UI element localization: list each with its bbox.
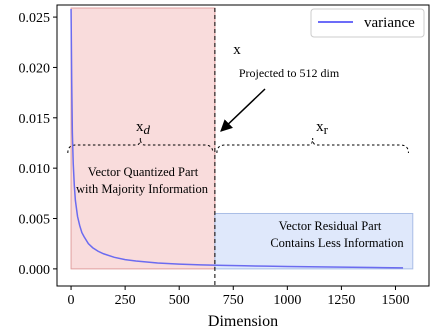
- x-tick-label: 1250: [327, 293, 355, 308]
- region-residual-label-line1: Vector Residual Part: [279, 219, 382, 233]
- y-axis-ticks: 0.000 0.005 0.010 0.015 0.020 0.025: [19, 11, 57, 278]
- legend-box: [310, 8, 425, 38]
- annotation-arrow: [220, 88, 266, 132]
- x-tick-label: 500: [169, 293, 190, 308]
- region-quantized-label-line1: Vector Quantized Part: [88, 165, 199, 179]
- y-tick-label: 0.005: [19, 213, 51, 228]
- y-tick-label: 0.010: [19, 162, 51, 177]
- region-quantized: [70, 7, 216, 270]
- y-tick-label: 0.015: [19, 112, 51, 127]
- annotation-xd: xd: [136, 119, 151, 137]
- annotation-xr-sub: r: [324, 122, 329, 137]
- annotation-layer: x Projected to 512 dim xd xr Vector Quan…: [76, 42, 404, 250]
- region-quantized-label-line2: with Majority Information: [76, 182, 209, 196]
- x-axis-ticks: 0 250 500 750 1000 1250 1500: [68, 286, 409, 308]
- annotation-xd-base: x: [136, 119, 144, 135]
- x-tick-label: 250: [115, 293, 136, 308]
- series-line-variance: [70, 9, 404, 269]
- region-residual-label-line2: Contains Less Information: [270, 236, 404, 250]
- region-residual: [214, 212, 414, 270]
- y-tick-label: 0.025: [19, 11, 51, 26]
- annotation-xr-base: x: [316, 119, 324, 135]
- annotation-x: x: [233, 42, 241, 58]
- plot-frame: [56, 4, 430, 287]
- x-axis-label: Dimension: [208, 313, 278, 330]
- y-tick-label: 0.020: [19, 61, 51, 76]
- regions-layer: [70, 7, 414, 270]
- legend: variance: [310, 8, 425, 38]
- annotation-xd-sub: d: [144, 122, 151, 137]
- brace-xr: [216, 137, 409, 154]
- legend-label-variance: variance: [364, 15, 415, 31]
- x-tick-label: 750: [223, 293, 244, 308]
- x-tick-label: 1000: [273, 293, 301, 308]
- annotation-xr: xr: [316, 119, 329, 137]
- series-layer: [70, 9, 404, 269]
- y-tick-label: 0.000: [19, 263, 51, 278]
- annotation-projected: Projected to 512 dim: [239, 66, 340, 80]
- x-tick-label: 1500: [381, 293, 409, 308]
- x-tick-label: 0: [68, 293, 75, 308]
- braces-layer: [67, 137, 409, 154]
